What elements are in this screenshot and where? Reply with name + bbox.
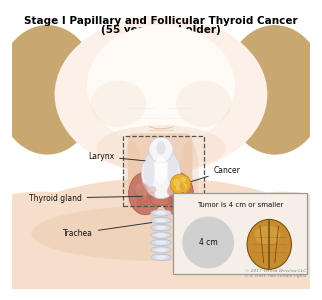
Ellipse shape — [32, 206, 290, 261]
Bar — [173, 193, 307, 274]
Circle shape — [180, 177, 186, 182]
Circle shape — [166, 187, 176, 196]
Circle shape — [178, 188, 187, 197]
Ellipse shape — [151, 210, 171, 216]
Circle shape — [167, 196, 175, 204]
Ellipse shape — [150, 194, 172, 206]
Ellipse shape — [87, 25, 235, 146]
Ellipse shape — [156, 142, 166, 154]
Circle shape — [170, 174, 191, 194]
Ellipse shape — [180, 141, 199, 206]
Text: Stage I Papillary and Follicular Thyroid Cancer: Stage I Papillary and Follicular Thyroid… — [24, 16, 298, 26]
Text: Cancer: Cancer — [191, 166, 241, 182]
Ellipse shape — [142, 148, 180, 199]
Ellipse shape — [167, 153, 179, 190]
Circle shape — [182, 217, 234, 268]
Circle shape — [143, 200, 150, 207]
Circle shape — [146, 192, 156, 201]
Circle shape — [176, 185, 181, 191]
Circle shape — [134, 189, 142, 196]
Circle shape — [174, 196, 181, 204]
Ellipse shape — [151, 224, 171, 231]
Ellipse shape — [55, 16, 267, 173]
Text: Trachea: Trachea — [63, 223, 152, 238]
Ellipse shape — [149, 137, 173, 163]
Ellipse shape — [156, 218, 166, 222]
Ellipse shape — [143, 153, 155, 190]
Circle shape — [178, 201, 185, 208]
Text: Thyroid gland: Thyroid gland — [29, 194, 143, 202]
Ellipse shape — [135, 182, 148, 197]
Ellipse shape — [176, 81, 231, 127]
Ellipse shape — [224, 25, 322, 154]
Ellipse shape — [156, 256, 166, 259]
Ellipse shape — [151, 239, 171, 246]
Ellipse shape — [156, 233, 166, 237]
Circle shape — [172, 181, 181, 190]
Text: Larynx: Larynx — [88, 152, 145, 161]
Text: Tumor is 4 cm or smaller: Tumor is 4 cm or smaller — [197, 202, 283, 208]
Bar — [123, 136, 204, 206]
Ellipse shape — [0, 25, 98, 154]
Ellipse shape — [156, 248, 166, 252]
Ellipse shape — [123, 141, 142, 206]
Ellipse shape — [151, 232, 171, 238]
Ellipse shape — [128, 172, 162, 215]
Ellipse shape — [156, 226, 166, 230]
Ellipse shape — [160, 172, 194, 215]
Text: © 2017 Teresa Winslow LLC
U.S. Govt. has certain rights: © 2017 Teresa Winslow LLC U.S. Govt. has… — [245, 269, 306, 278]
FancyBboxPatch shape — [128, 133, 193, 218]
Circle shape — [173, 179, 180, 186]
Ellipse shape — [96, 125, 226, 171]
Ellipse shape — [156, 211, 166, 215]
Ellipse shape — [247, 219, 291, 269]
Text: (55 years and older): (55 years and older) — [101, 25, 221, 35]
Ellipse shape — [91, 81, 146, 127]
Ellipse shape — [0, 192, 132, 300]
Ellipse shape — [151, 254, 171, 261]
Circle shape — [141, 184, 150, 194]
Circle shape — [180, 193, 188, 200]
Ellipse shape — [155, 157, 167, 184]
Circle shape — [135, 192, 144, 201]
Ellipse shape — [254, 226, 280, 244]
Circle shape — [136, 200, 143, 207]
Circle shape — [179, 184, 185, 190]
Circle shape — [181, 183, 187, 189]
Text: 4 cm: 4 cm — [199, 238, 218, 247]
Ellipse shape — [190, 192, 322, 300]
Ellipse shape — [0, 178, 322, 300]
Circle shape — [169, 203, 177, 210]
Ellipse shape — [167, 182, 180, 197]
Circle shape — [149, 186, 156, 194]
Ellipse shape — [156, 241, 166, 244]
Ellipse shape — [151, 247, 171, 253]
Ellipse shape — [151, 217, 171, 224]
